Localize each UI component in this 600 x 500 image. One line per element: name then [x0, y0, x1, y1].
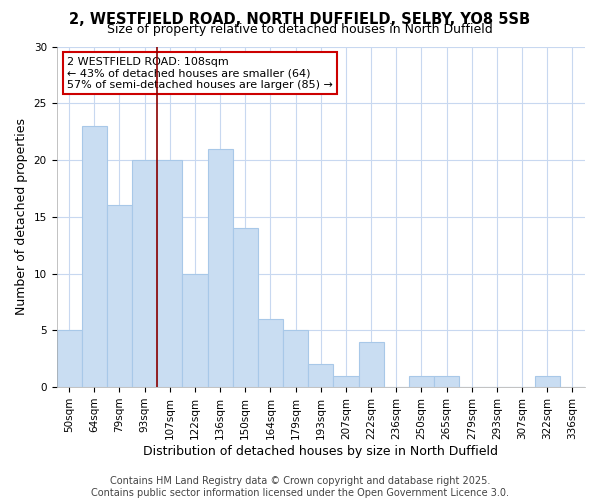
Bar	[233, 228, 258, 387]
X-axis label: Distribution of detached houses by size in North Duffield: Distribution of detached houses by size …	[143, 444, 498, 458]
Bar	[308, 364, 334, 387]
Bar	[182, 274, 208, 387]
Bar	[82, 126, 107, 387]
Bar	[107, 206, 132, 387]
Bar	[208, 148, 233, 387]
Bar	[409, 376, 434, 387]
Text: 2, WESTFIELD ROAD, NORTH DUFFIELD, SELBY, YO8 5SB: 2, WESTFIELD ROAD, NORTH DUFFIELD, SELBY…	[70, 12, 530, 28]
Y-axis label: Number of detached properties: Number of detached properties	[15, 118, 28, 316]
Bar	[283, 330, 308, 387]
Text: 2 WESTFIELD ROAD: 108sqm
← 43% of detached houses are smaller (64)
57% of semi-d: 2 WESTFIELD ROAD: 108sqm ← 43% of detach…	[67, 56, 333, 90]
Bar	[334, 376, 359, 387]
Bar	[258, 319, 283, 387]
Bar	[157, 160, 182, 387]
Bar	[56, 330, 82, 387]
Bar	[434, 376, 459, 387]
Text: Contains HM Land Registry data © Crown copyright and database right 2025.
Contai: Contains HM Land Registry data © Crown c…	[91, 476, 509, 498]
Text: Size of property relative to detached houses in North Duffield: Size of property relative to detached ho…	[107, 22, 493, 36]
Bar	[359, 342, 383, 387]
Bar	[132, 160, 157, 387]
Bar	[535, 376, 560, 387]
